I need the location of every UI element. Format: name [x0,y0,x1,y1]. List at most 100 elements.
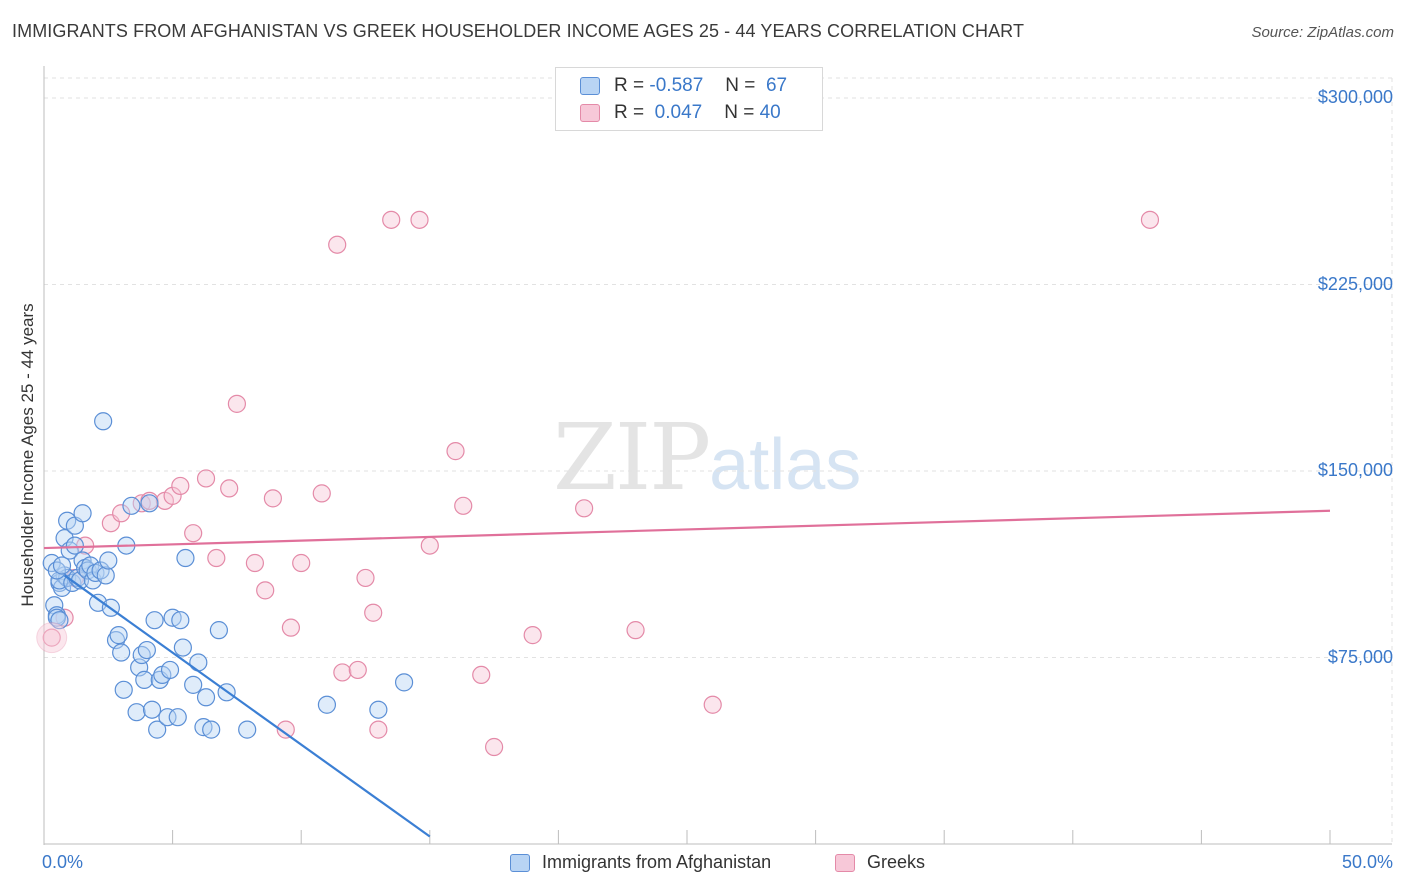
legend-n-value: 67 [765,75,788,96]
point-afghanistan [127,703,146,722]
point-greeks [703,695,722,714]
point-afghanistan [65,536,84,555]
point-afghanistan [168,708,187,727]
x-tick-label-min: 0.0% [42,852,84,872]
point-greeks [446,442,465,461]
point-greeks [523,626,542,645]
point-greeks [263,489,283,508]
x-tick-label-max: 50.0% [1341,852,1393,872]
series-legend-greeks: Greeks [835,852,925,873]
point-afghanistan [189,653,208,672]
point-afghanistan [202,720,221,739]
series-legend-afghanistan: Immigrants from Afghanistan [510,852,771,873]
watermark-atlas: atlas [709,425,862,505]
point-afghanistan [238,720,257,739]
legend-n-value: 40 [759,102,781,123]
legend-swatch-blue [580,77,600,95]
point-afghanistan [145,611,164,630]
point-greeks [485,737,504,757]
y-tick-label: $150,000 [1317,460,1393,480]
point-greeks [184,524,203,543]
point-afghanistan [394,673,414,692]
point-greeks [420,536,439,555]
point-greeks [328,235,347,254]
point-afghanistan [176,548,195,568]
y-axis-label: Householder Income Ages 25 - 44 years [18,303,37,607]
point-afghanistan [135,670,154,689]
point-greeks [333,663,352,682]
series-legend-label: Greeks [867,852,926,872]
point-afghanistan [109,626,128,645]
legend-r-label: R = [614,102,645,123]
point-greeks [312,484,331,503]
point-greeks [364,603,383,622]
correlation-legend: R = -0.587 N = 67 R = 0.047 N = 40 [555,67,823,131]
point-afghanistan [369,700,388,719]
point-greeks [382,210,401,229]
point-greeks [575,499,594,518]
point-afghanistan [137,640,156,660]
point-afghanistan [173,638,192,657]
point-greeks [356,568,375,588]
point-afghanistan [99,551,118,570]
point-greeks [472,665,491,685]
point-afghanistan [91,561,110,580]
point-greeks [220,479,239,498]
legend-n-label: N = [724,102,755,123]
point-greeks [171,476,190,496]
point-afghanistan [52,556,72,575]
point-afghanistan [158,708,177,727]
point-afghanistan [142,700,162,719]
point-greeks [245,553,265,573]
point-greeks [163,486,182,505]
point-greeks [112,504,131,523]
legend-row-greeks: R = 0.047 N = 40 [580,101,781,125]
point-greeks [348,660,367,680]
point-afghanistan [184,675,203,694]
point-afghanistan [47,608,66,627]
trendline-afghanistan [63,574,431,838]
legend-row-afghanistan: R = -0.587 N = 67 [580,74,787,98]
point-greeks [276,720,295,739]
trendline-greeks [43,509,1331,550]
point-greeks [410,210,429,229]
y-tick-label: $225,000 [1317,273,1393,294]
y-tick-label: $75,000 [1327,646,1393,667]
point-afghanistan [132,645,151,665]
legend-r-value: 0.047 [649,102,703,123]
point-afghanistan [196,688,216,707]
legend-n-label: N = [725,75,756,96]
point-afghanistan [112,643,131,662]
point-greeks [227,394,246,413]
chart-title: IMMIGRANTS FROM AFGHANISTAN VS GREEK HOU… [12,21,1025,41]
point-greeks [292,553,311,573]
point-afghanistan [96,566,115,585]
point-afghanistan [47,561,66,580]
point-afghanistan [73,504,92,523]
point-greeks [281,618,301,637]
point-afghanistan [114,680,133,699]
point-greeks [369,720,388,739]
y-tick-label: $300,000 [1317,87,1393,107]
point-afghanistan [50,611,69,630]
point-greeks [626,621,645,640]
point-afghanistan [171,611,190,630]
source-label: Source: ZipAtlas.com [1251,24,1394,41]
point-greeks [256,581,275,600]
point-afghanistan [140,494,159,513]
point-greeks [1140,210,1160,229]
point-afghanistan [148,720,167,739]
legend-r-label: R = [614,75,645,96]
watermark: ZIPatlas [553,404,861,511]
point-afghanistan [317,695,337,714]
legend-swatch-pink [580,104,600,122]
legend-r-value: -0.587 [649,75,704,96]
point-greeks-large [36,622,68,654]
point-greeks [196,469,216,488]
watermark-zip: ZIP [553,404,711,511]
point-afghanistan [122,496,141,515]
series-swatch-blue [510,853,530,872]
point-afghanistan [160,660,180,680]
series-legend-label: Immigrants from Afghanistan [542,852,772,872]
point-greeks [42,628,61,647]
